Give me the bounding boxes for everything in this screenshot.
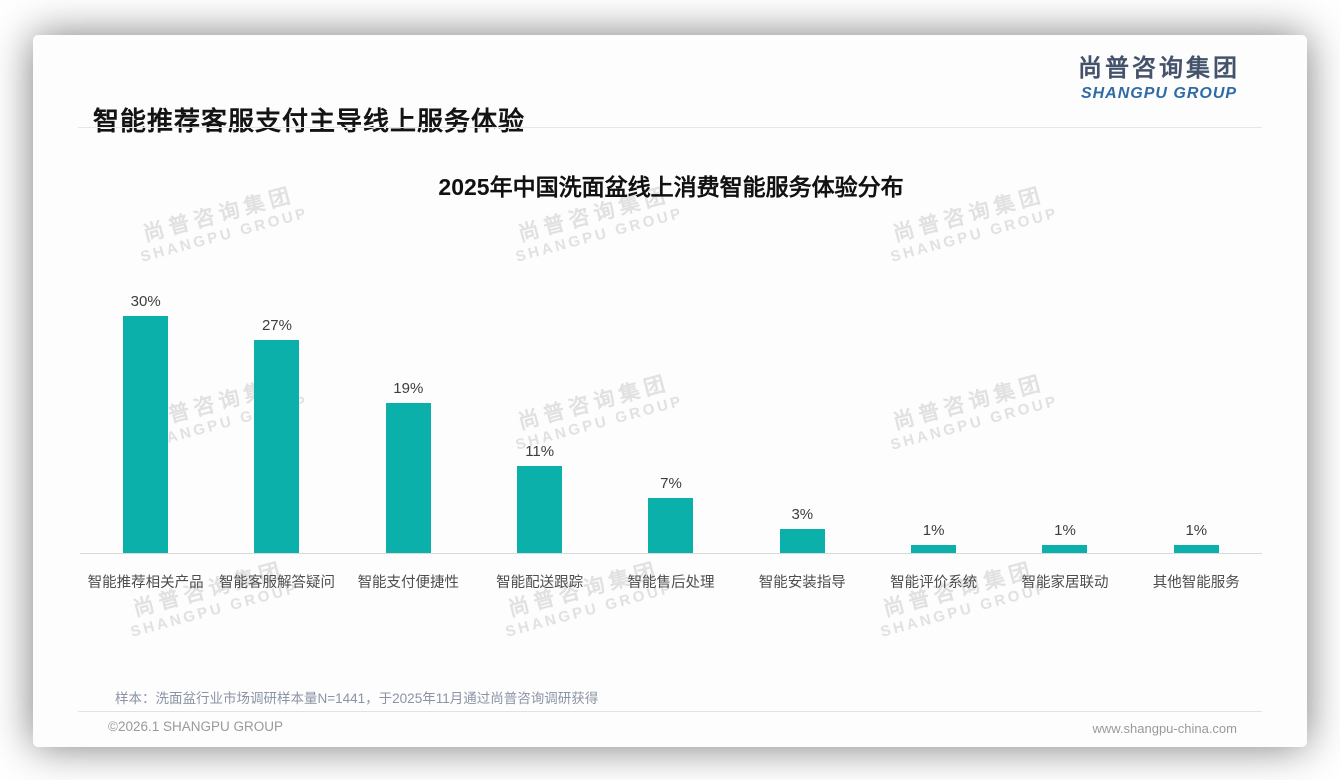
x-axis-label: 智能售后处理 <box>627 575 715 591</box>
bar-value-label: 1% <box>922 522 945 539</box>
bar-column: 11% <box>474 285 605 553</box>
chart-title: 2025年中国洗面盆线上消费智能服务体验分布 <box>438 174 904 200</box>
bar <box>517 466 563 553</box>
logo-chinese-text: 尚普咨询集团 <box>1078 55 1240 82</box>
page-title: 智能推荐客服支付主导线上服务体验 <box>93 106 526 136</box>
bar <box>911 545 957 553</box>
header-divider <box>78 127 1262 128</box>
bar <box>1042 545 1088 553</box>
logo-english-text: SHANGPU GROUP <box>1080 85 1238 102</box>
x-axis-label: 其他智能服务 <box>1152 575 1240 591</box>
x-axis-label: 智能支付便捷性 <box>357 575 460 591</box>
bar-column: 3% <box>737 285 868 553</box>
footer-copyright: ©2026.1 SHANGPU GROUP <box>108 719 284 734</box>
bar-chart-plot-area: 30% 27% 19% 11% 7% 3% 1% 1% 1% <box>80 285 1262 554</box>
x-axis-label: 智能配送跟踪 <box>496 575 584 591</box>
x-axis-label: 智能推荐相关产品 <box>87 575 204 591</box>
bar-value-label: 3% <box>791 506 814 523</box>
bar-value-label: 1% <box>1185 522 1208 539</box>
bar-column: 1% <box>999 285 1130 553</box>
bar <box>254 340 300 553</box>
bar-value-label: 1% <box>1054 522 1076 539</box>
x-axis-label: 智能家居联动 <box>1021 575 1109 591</box>
footer-website: www.shangpu-china.com <box>1092 721 1237 736</box>
x-axis-category-labels: 智能推荐相关产品 智能客服解答疑问 智能支付便捷性 智能配送跟踪 智能售后处理 智能安装指… <box>80 554 1262 592</box>
bar <box>648 498 694 553</box>
bar-column: 19% <box>343 285 474 553</box>
slide-card: 尚普咨询集团 SHANGPU GROUP 尚普咨询集团 SHANGPU GROUP 尚普… <box>33 35 1307 747</box>
bar <box>779 529 825 553</box>
bar-column: 30% <box>80 285 211 553</box>
bar-column: 1% <box>1131 285 1262 553</box>
x-axis-label: 智能客服解答疑问 <box>218 575 335 591</box>
bar-value-label: 11% <box>525 443 555 460</box>
bar-value-label: 7% <box>660 475 682 492</box>
bar-column: 27% <box>211 285 342 553</box>
bar-column: 1% <box>868 285 999 553</box>
x-axis-label: 智能评价系统 <box>890 575 978 591</box>
sample-note: 样本：洗面盆行业市场调研样本量N=1441，于2025年11月通过尚普咨询调研获… <box>115 691 599 706</box>
bar <box>123 316 169 553</box>
bar-value-label: 27% <box>261 317 292 334</box>
bar-value-label: 30% <box>130 293 161 310</box>
company-logo: 尚普咨询集团 SHANGPU GROUP <box>1078 57 1240 102</box>
slide-content: 智能推荐客服支付主导线上服务体验 尚普咨询集团 SHANGPU GROUP 20… <box>33 35 1307 747</box>
footer-divider <box>78 711 1262 712</box>
bar <box>385 403 431 553</box>
bar-value-label: 19% <box>393 380 424 397</box>
bar-column: 7% <box>605 285 736 553</box>
x-axis-label: 智能安装指导 <box>758 575 846 591</box>
bar <box>1173 545 1219 553</box>
